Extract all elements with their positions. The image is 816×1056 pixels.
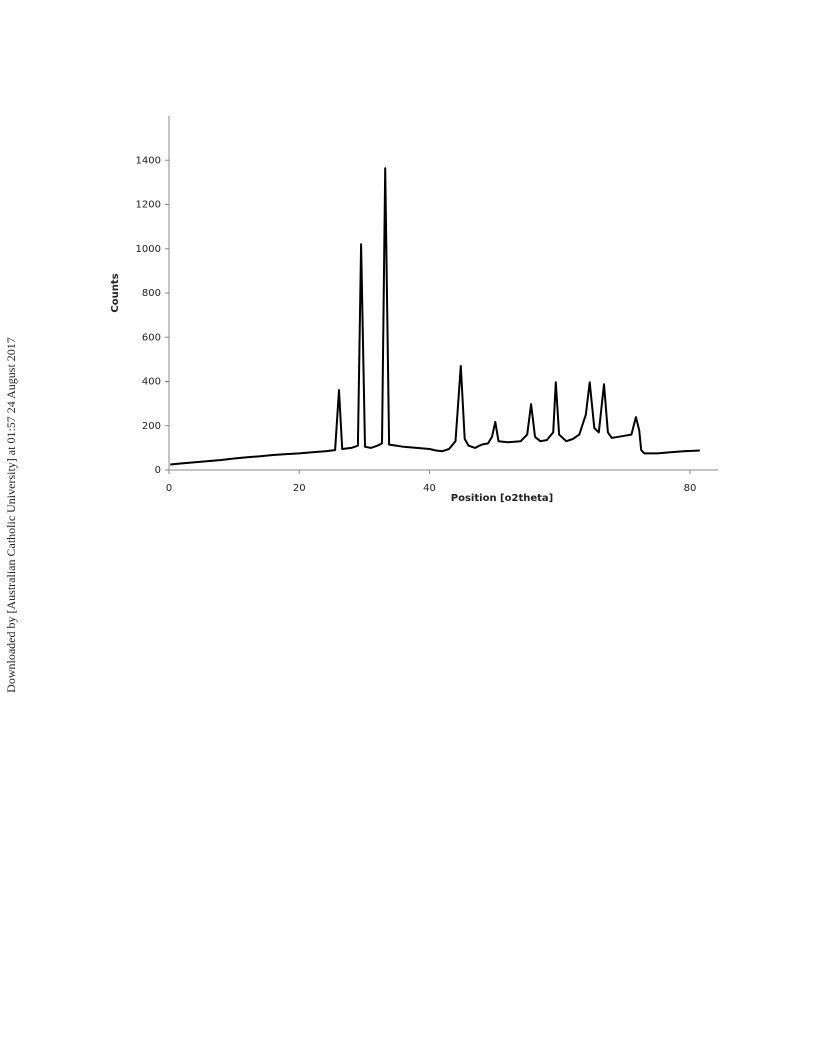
y-axis-label: Counts xyxy=(110,273,121,312)
y-tick-label: 400 xyxy=(142,377,161,388)
y-tick-label: 200 xyxy=(142,421,161,432)
y-tick-label: 1200 xyxy=(136,200,161,211)
y-tick-label: 1000 xyxy=(136,244,161,255)
y-tick-label: 0 xyxy=(155,465,161,476)
y-tick-label: 800 xyxy=(142,288,161,299)
x-tick-label: 0 xyxy=(166,483,172,494)
series-line xyxy=(170,167,700,466)
x-tick-label: 80 xyxy=(684,483,697,494)
y-tick-label: 1400 xyxy=(136,155,161,166)
x-axis-label: Position [o2theta] xyxy=(451,493,553,504)
download-note: Downloaded by [Australian Catholic Unive… xyxy=(4,337,18,693)
y-tick-label: 600 xyxy=(142,332,161,343)
x-tick-label: 20 xyxy=(293,483,306,494)
x-tick-label: 40 xyxy=(423,483,436,494)
